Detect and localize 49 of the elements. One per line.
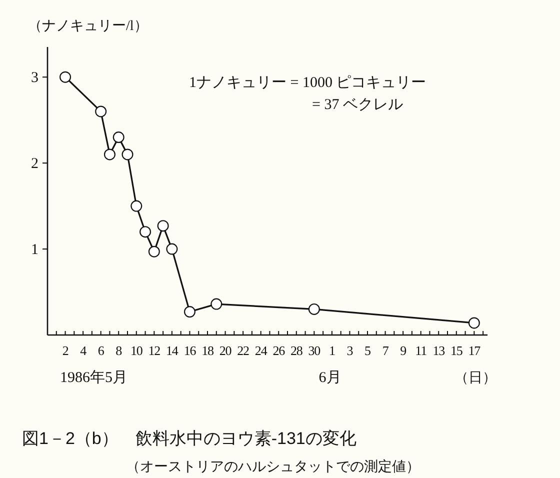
point <box>122 148 134 160</box>
x-tick-label: 3 <box>346 343 353 358</box>
annotation: 1ナノキュリー = 1000 ピコキュリー <box>189 75 426 91</box>
x-tick-label: 13 <box>432 343 445 358</box>
x-axis-title: （日） <box>454 371 496 386</box>
x-tick-label: 14 <box>166 343 179 358</box>
x-tick-label: 4 <box>80 343 88 358</box>
point <box>166 243 178 255</box>
point <box>60 71 72 83</box>
point <box>210 298 222 310</box>
text: 図1－2（b） 飲料水中のヨウ素-131の変化 <box>22 429 356 448</box>
x-tick-label: 1 <box>328 343 335 358</box>
x-tick-label: 28 <box>290 343 302 358</box>
point <box>184 306 196 318</box>
point <box>140 226 152 238</box>
x-tick-label: 6 <box>98 343 105 358</box>
point <box>157 220 169 232</box>
annotation: = 37 ベクレル <box>312 97 403 113</box>
x-tick-label: 22 <box>237 343 250 358</box>
x-tick-label: 10 <box>130 343 142 358</box>
text: （オーストリアのハルシュタットでの測定値） <box>126 459 420 475</box>
x-tick-label: 8 <box>116 343 122 358</box>
x-tick-label: 30 <box>308 343 320 358</box>
point <box>95 106 107 118</box>
x-tick-label: 16 <box>184 343 197 358</box>
point <box>130 200 142 212</box>
x-tick-label: 2 <box>62 343 68 358</box>
point <box>308 303 320 315</box>
x-tick-label: 5 <box>364 343 371 358</box>
point <box>104 148 116 160</box>
text: 1986年5月 <box>60 369 128 386</box>
x-tick-label: 26 <box>272 343 286 358</box>
y-axis-title: （ナノキュリー/l） <box>28 19 148 34</box>
x-tick-label: 7 <box>382 343 390 358</box>
x-tick-label: 18 <box>202 343 214 358</box>
text: 6月 <box>318 370 342 386</box>
y-tick-label: 3 <box>31 70 38 86</box>
x-tick-label: 12 <box>148 343 160 358</box>
y-tick-label: 2 <box>31 156 38 172</box>
x-tick-label: 20 <box>219 343 232 358</box>
point <box>148 246 160 258</box>
x-tick-label: 17 <box>468 343 482 358</box>
x-tick-label: 15 <box>450 343 462 358</box>
x-tick-label: 9 <box>400 343 406 358</box>
point <box>468 317 480 329</box>
y-tick-label: 1 <box>31 242 38 258</box>
x-tick-label: 24 <box>254 343 268 358</box>
x-tick-label: 11 <box>415 343 427 358</box>
point <box>112 132 124 144</box>
